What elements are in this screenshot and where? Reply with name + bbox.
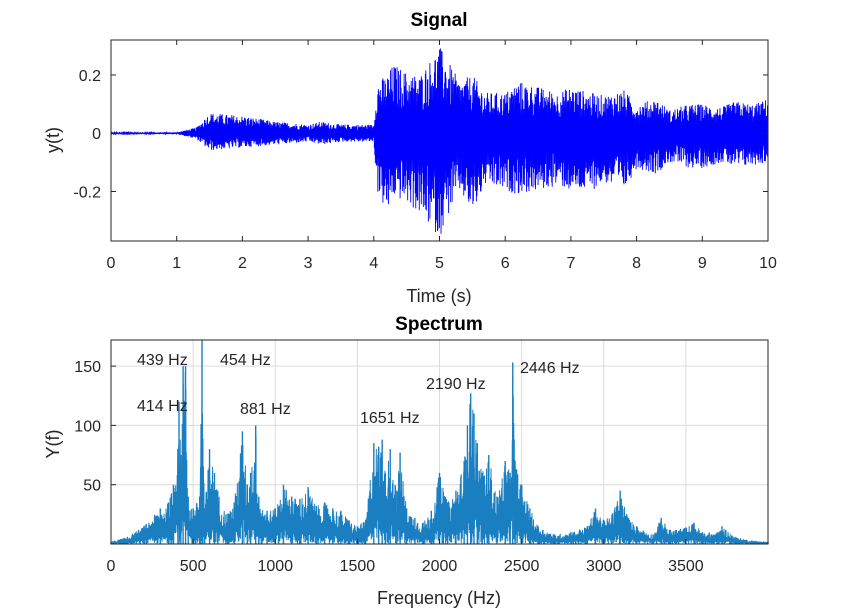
annotation-1651hz: 1651 Hz bbox=[360, 410, 420, 427]
signal-x-tick-label: 3 bbox=[304, 255, 313, 272]
signal-y-ticks: 0.2 0 -0.2 bbox=[73, 68, 768, 201]
signal-x-ticks: 0 1 2 3 4 5 6 7 8 9 10 bbox=[107, 40, 777, 272]
spectrum-x-tick-label: 500 bbox=[180, 558, 207, 575]
annotation-2190hz: 2190 Hz bbox=[426, 376, 486, 393]
spectrum-y-tick-label: 150 bbox=[74, 359, 101, 376]
spectrum-y-tick-label: 100 bbox=[74, 418, 101, 435]
signal-x-tick-label: 7 bbox=[566, 255, 575, 272]
spectrum-x-tick-label: 0 bbox=[107, 558, 116, 575]
signal-x-tick-label: 8 bbox=[632, 255, 641, 272]
annotation-2446hz: 2446 Hz bbox=[520, 360, 580, 377]
signal-ylabel: y(t) bbox=[43, 127, 63, 153]
spectrum-x-ticks: 0 500 1000 1500 2000 2500 3000 3500 bbox=[107, 539, 704, 575]
annotation-414hz: 414 Hz bbox=[137, 398, 188, 415]
signal-x-tick-label: 6 bbox=[501, 255, 510, 272]
spectrum-x-tick-label: 1500 bbox=[340, 558, 376, 575]
signal-x-tick-label: 0 bbox=[107, 255, 116, 272]
signal-series-line bbox=[110, 48, 769, 234]
signal-x-tick-label: 10 bbox=[759, 255, 777, 272]
signal-x-tick-label: 2 bbox=[238, 255, 247, 272]
annotation-881hz: 881 Hz bbox=[240, 401, 291, 418]
annotation-454hz: 454 Hz bbox=[220, 352, 271, 369]
signal-x-tick-label: 5 bbox=[435, 255, 444, 272]
signal-axes: Signal Time (s) y(t) 0 1 2 3 4 5 6 7 8 9 10 0.2 0 -0… bbox=[43, 10, 777, 306]
spectrum-x-tick-label: 1000 bbox=[257, 558, 293, 575]
spectrum-y-tick-label: 50 bbox=[83, 478, 101, 495]
signal-y-tick-label: 0 bbox=[92, 126, 101, 143]
spectrum-xlabel: Frequency (Hz) bbox=[377, 588, 501, 608]
annotation-439hz: 439 Hz bbox=[137, 352, 188, 369]
spectrum-curve bbox=[110, 340, 769, 545]
signal-y-tick-label: 0.2 bbox=[79, 68, 101, 85]
signal-y-tick-label: -0.2 bbox=[73, 184, 101, 201]
spectrum-x-tick-label: 3000 bbox=[586, 558, 622, 575]
spectrum-y-ticks: 150 100 50 bbox=[74, 359, 116, 495]
signal-waveform bbox=[110, 48, 769, 234]
spectrum-x-tick-label: 2500 bbox=[504, 558, 540, 575]
spectrum-x-tick-label: 3500 bbox=[668, 558, 704, 575]
signal-title: Signal bbox=[410, 10, 467, 31]
signal-x-tick-label: 1 bbox=[172, 255, 181, 272]
signal-x-tick-label: 9 bbox=[698, 255, 707, 272]
signal-x-tick-label: 4 bbox=[369, 255, 378, 272]
spectrum-ylabel: Y(f) bbox=[43, 430, 63, 459]
spectrum-title: Spectrum bbox=[395, 314, 483, 335]
spectrum-x-tick-label: 2000 bbox=[422, 558, 458, 575]
signal-xlabel: Time (s) bbox=[406, 286, 471, 306]
spectrum-axes: Spectrum Frequency (Hz) Y(f) 0 500 1000 150… bbox=[43, 314, 769, 608]
